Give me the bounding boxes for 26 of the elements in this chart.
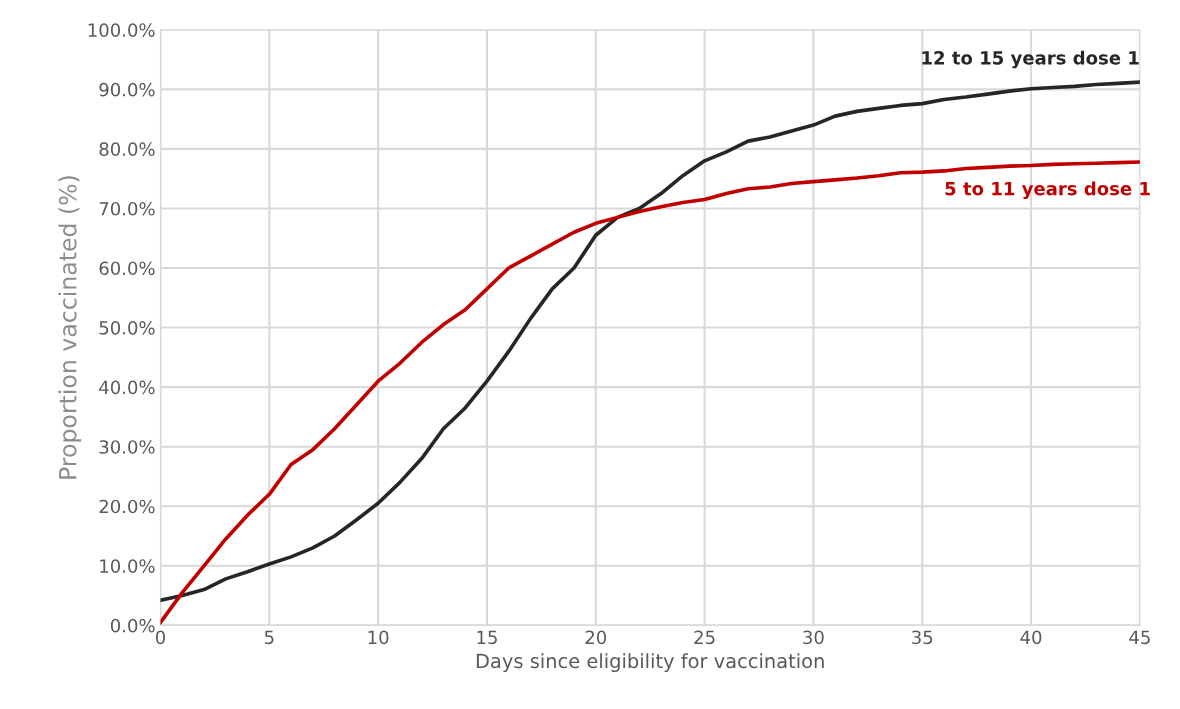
y-tick-label: 0.0%: [110, 618, 155, 633]
y-tick-label: 40.0%: [99, 380, 155, 395]
x-tick-label: 25: [694, 630, 715, 645]
x-tick-label: 45: [1129, 630, 1150, 645]
x-tick-label: 35: [912, 630, 933, 645]
x-tick-label: 0: [155, 630, 166, 645]
y-tick-label: 100.0%: [88, 23, 155, 37]
y-tick-label: 20.0%: [99, 499, 155, 514]
line-series: [160, 80, 1140, 603]
x-tick-label: 10: [368, 630, 389, 645]
x-tick-label: 20: [585, 630, 607, 645]
y-axis-title: Proportion vaccinated (%): [58, 176, 82, 479]
series-label: 5 to 11 years dose 1: [945, 181, 1150, 200]
y-tick-label: 50.0%: [99, 321, 155, 335]
y-tick-label: 30.0%: [99, 440, 155, 454]
y-tick-label: 70.0%: [99, 201, 155, 216]
y-tick-label: 10.0%: [100, 559, 155, 573]
x-tick-label: 40: [1020, 630, 1042, 645]
y-tick-label: 60.0%: [99, 261, 155, 276]
x-tick-label: 15: [477, 630, 497, 645]
y-tick-label: 90.0%: [99, 82, 155, 97]
y-tick-label: 80.0%: [99, 142, 155, 157]
series-label: 12 to 15 years dose 1: [922, 50, 1139, 69]
x-axis-title: Days since eligibility for vaccination: [476, 653, 824, 673]
x-tick-label: 5: [264, 630, 274, 645]
x-tick-label: 30: [803, 630, 824, 645]
